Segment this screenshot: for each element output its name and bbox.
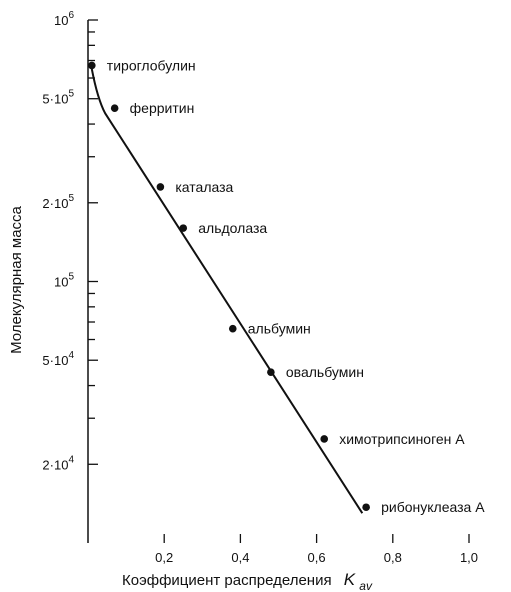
y-tick-label: 5·104 (42, 350, 74, 368)
y-tick-label-exponent: 4 (68, 454, 74, 465)
fit-line (90, 68, 364, 514)
x-axis-symbol: K (344, 570, 356, 589)
x-axis-title: Коэффициент распределения K av (122, 570, 373, 592)
y-tick-label-base: 2·10 (42, 457, 68, 472)
y-tick-label-base: 2·10 (42, 196, 68, 211)
y-tick-label-base: 5·10 (42, 353, 68, 368)
x-tick-label: 0,4 (231, 550, 249, 565)
data-point-label: химотрипсиноген А (339, 431, 465, 447)
data-point (88, 61, 96, 70)
data-point-label: ферритин (130, 100, 195, 116)
y-tick-label: 106 (54, 10, 74, 28)
x-tick-label: 1,0 (460, 550, 478, 565)
y-tick-label-base: 10 (54, 275, 68, 290)
y-tick-label: 2·105 (42, 193, 74, 211)
data-point-label: альбумин (248, 321, 311, 337)
y-tick-label: 105 (54, 272, 74, 290)
x-axis-title-text: Коэффициент распределения (122, 572, 332, 589)
data-point-label: овальбумин (286, 364, 364, 380)
y-tick-label-base: 10 (54, 13, 68, 28)
data-point (110, 104, 119, 112)
data-point-label: каталаза (175, 179, 233, 195)
data-point-label: альдолаза (198, 220, 267, 236)
x-ticks (163, 534, 470, 543)
y-tick-label: 5·105 (42, 89, 74, 107)
y-tick-label-exponent: 5 (68, 193, 74, 204)
y-tick-label-exponent: 5 (68, 272, 74, 283)
x-axis-symbol-subscript: av (359, 579, 373, 592)
data-point (320, 435, 329, 443)
data-points (88, 61, 370, 512)
y-axis-title: Молекулярная масса (8, 205, 25, 353)
data-point (228, 324, 237, 333)
x-tick-labels: 0,2 0,4 0,6 0,8 1,0 (155, 550, 478, 565)
x-tick-label: 0,6 (308, 550, 326, 565)
x-tick-label: 0,2 (155, 550, 173, 565)
y-tick-label-exponent: 4 (68, 350, 74, 361)
data-point (362, 503, 370, 512)
data-point-label: тироглобулин (107, 57, 196, 73)
data-point-labels: тироглобулин ферритин каталаза альдолаза аль… (107, 57, 485, 515)
x-axis: 0,2 0,4 0,6 0,8 1,0 (155, 534, 478, 565)
data-point (267, 368, 275, 376)
data-point-label: рибонуклеаза А (381, 499, 485, 515)
x-tick-label: 0,8 (384, 550, 402, 565)
y-tick-label-exponent: 6 (68, 10, 74, 21)
y-tick-label-base: 5·10 (42, 92, 68, 107)
y-tick-label: 2·104 (42, 454, 74, 472)
data-point (179, 224, 188, 232)
y-ticks (88, 19, 98, 465)
data-point (156, 183, 165, 191)
y-tick-label-exponent: 5 (68, 89, 74, 100)
